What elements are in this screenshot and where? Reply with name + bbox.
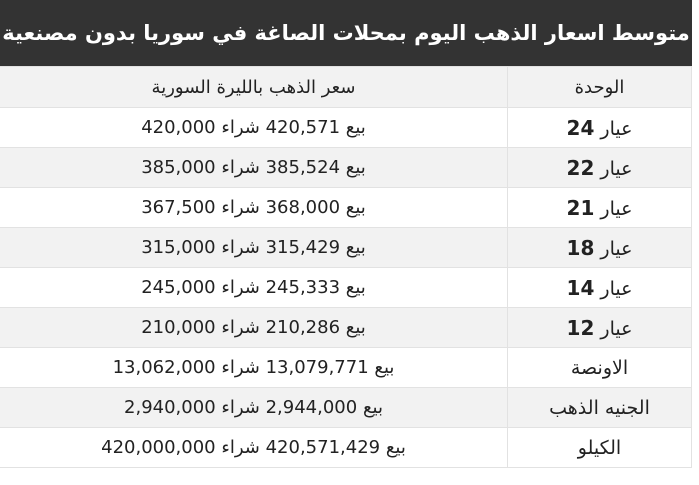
unit-cell: الاونصة [507,347,692,388]
buy-label: شراء [221,397,260,418]
unit-label: الجنيه الذهب [549,396,650,419]
sell-label: بيع [385,437,406,458]
header-price: سعر الذهب بالليرة السورية [0,66,508,108]
buy-label: شراء [221,357,260,378]
table-header-row: الوحدة سعر الذهب بالليرة السورية [0,66,692,108]
buy-price: 2,940,000 [124,397,216,418]
unit-cell: عيار 14 [507,267,692,308]
unit-label: عيار [600,197,633,220]
price-cell: بيع 385,524 شراء 385,000 [0,147,508,188]
page-title-text: متوسط اسعار الذهب اليوم بمحلات الصاغة في… [2,21,690,45]
table-row: عيار 22 بيع 385,524 شراء 385,000 [0,147,692,188]
price-cell: بيع 210,286 شراء 210,000 [0,307,508,348]
table-row: عيار 24 بيع 420,571 شراء 420,000 [0,107,692,148]
buy-price: 420,000 [141,117,216,138]
table-row: عيار 12 بيع 210,286 شراء 210,000 [0,307,692,348]
table-row: عيار 18 بيع 315,429 شراء 315,000 [0,227,692,268]
price-cell: بيع 315,429 شراء 315,000 [0,227,508,268]
unit-cell: عيار 18 [507,227,692,268]
unit-label: الاونصة [570,356,629,379]
unit-label: عيار [600,237,633,260]
unit-label: عيار [600,317,633,340]
buy-price: 385,000 [141,157,216,178]
sell-price: 2,944,000 [265,397,358,418]
buy-label: شراء [221,277,260,298]
buy-price: 13,062,000 [112,357,216,378]
unit-cell: عيار 24 [507,107,692,148]
karat-number: 12 [566,315,595,340]
buy-label: شراء [221,157,260,178]
karat-number: 22 [566,155,595,180]
price-cell: بيع 13,079,771 شراء 13,062,000 [0,347,508,388]
karat-number: 18 [566,235,595,260]
karat-number: 14 [566,275,595,300]
buy-label: شراء [221,117,260,138]
sell-price: 385,524 [265,157,341,178]
page-title: متوسط اسعار الذهب اليوم بمحلات الصاغة في… [0,0,692,66]
sell-label: بيع [345,157,366,178]
buy-price: 315,000 [141,237,216,258]
unit-cell: عيار 22 [507,147,692,188]
table-row: الاونصة بيع 13,079,771 شراء 13,062,000 [0,347,692,388]
price-cell: بيع 420,571,429 شراء 420,000,000 [0,427,508,468]
sell-label: بيع [345,117,366,138]
sell-label: بيع [345,317,366,338]
karat-number: 24 [566,115,595,140]
buy-label: شراء [221,437,260,458]
sell-price: 13,079,771 [265,357,369,378]
sell-price: 245,333 [265,277,341,298]
unit-cell: عيار 21 [507,187,692,228]
header-unit: الوحدة [507,66,692,108]
sell-label: بيع [345,237,366,258]
unit-cell: الكيلو [507,427,692,468]
sell-label: بيع [362,397,383,418]
table-row: عيار 21 بيع 368,000 شراء 367,500 [0,187,692,228]
table-row: الجنيه الذهب بيع 2,944,000 شراء 2,940,000 [0,387,692,428]
unit-cell: عيار 12 [507,307,692,348]
price-cell: بيع 420,571 شراء 420,000 [0,107,508,148]
sell-label: بيع [374,357,395,378]
price-cell: بيع 368,000 شراء 367,500 [0,187,508,228]
buy-price: 367,500 [141,197,216,218]
price-cell: بيع 245,333 شراء 245,000 [0,267,508,308]
buy-label: شراء [221,197,260,218]
buy-price: 245,000 [141,277,216,298]
sell-price: 315,429 [265,237,341,258]
table-row: عيار 14 بيع 245,333 شراء 245,000 [0,267,692,308]
sell-price: 210,286 [265,317,341,338]
buy-label: شراء [221,237,260,258]
sell-label: بيع [345,197,366,218]
table-body: عيار 24 بيع 420,571 شراء 420,000 عيار 22 بي… [0,107,692,468]
sell-price: 420,571 [265,117,341,138]
sell-price: 368,000 [265,197,341,218]
unit-label: الكيلو [577,436,622,459]
buy-price: 420,000,000 [101,437,216,458]
gold-price-table: الوحدة سعر الذهب بالليرة السورية عيار 24… [0,66,692,468]
buy-label: شراء [221,317,260,338]
price-cell: بيع 2,944,000 شراء 2,940,000 [0,387,508,428]
sell-label: بيع [345,277,366,298]
unit-label: عيار [600,277,633,300]
buy-price: 210,000 [141,317,216,338]
unit-cell: الجنيه الذهب [507,387,692,428]
table-row: الكيلو بيع 420,571,429 شراء 420,000,000 [0,427,692,468]
sell-price: 420,571,429 [265,437,381,458]
unit-label: عيار [600,157,633,180]
unit-label: عيار [600,117,633,140]
karat-number: 21 [566,195,595,220]
